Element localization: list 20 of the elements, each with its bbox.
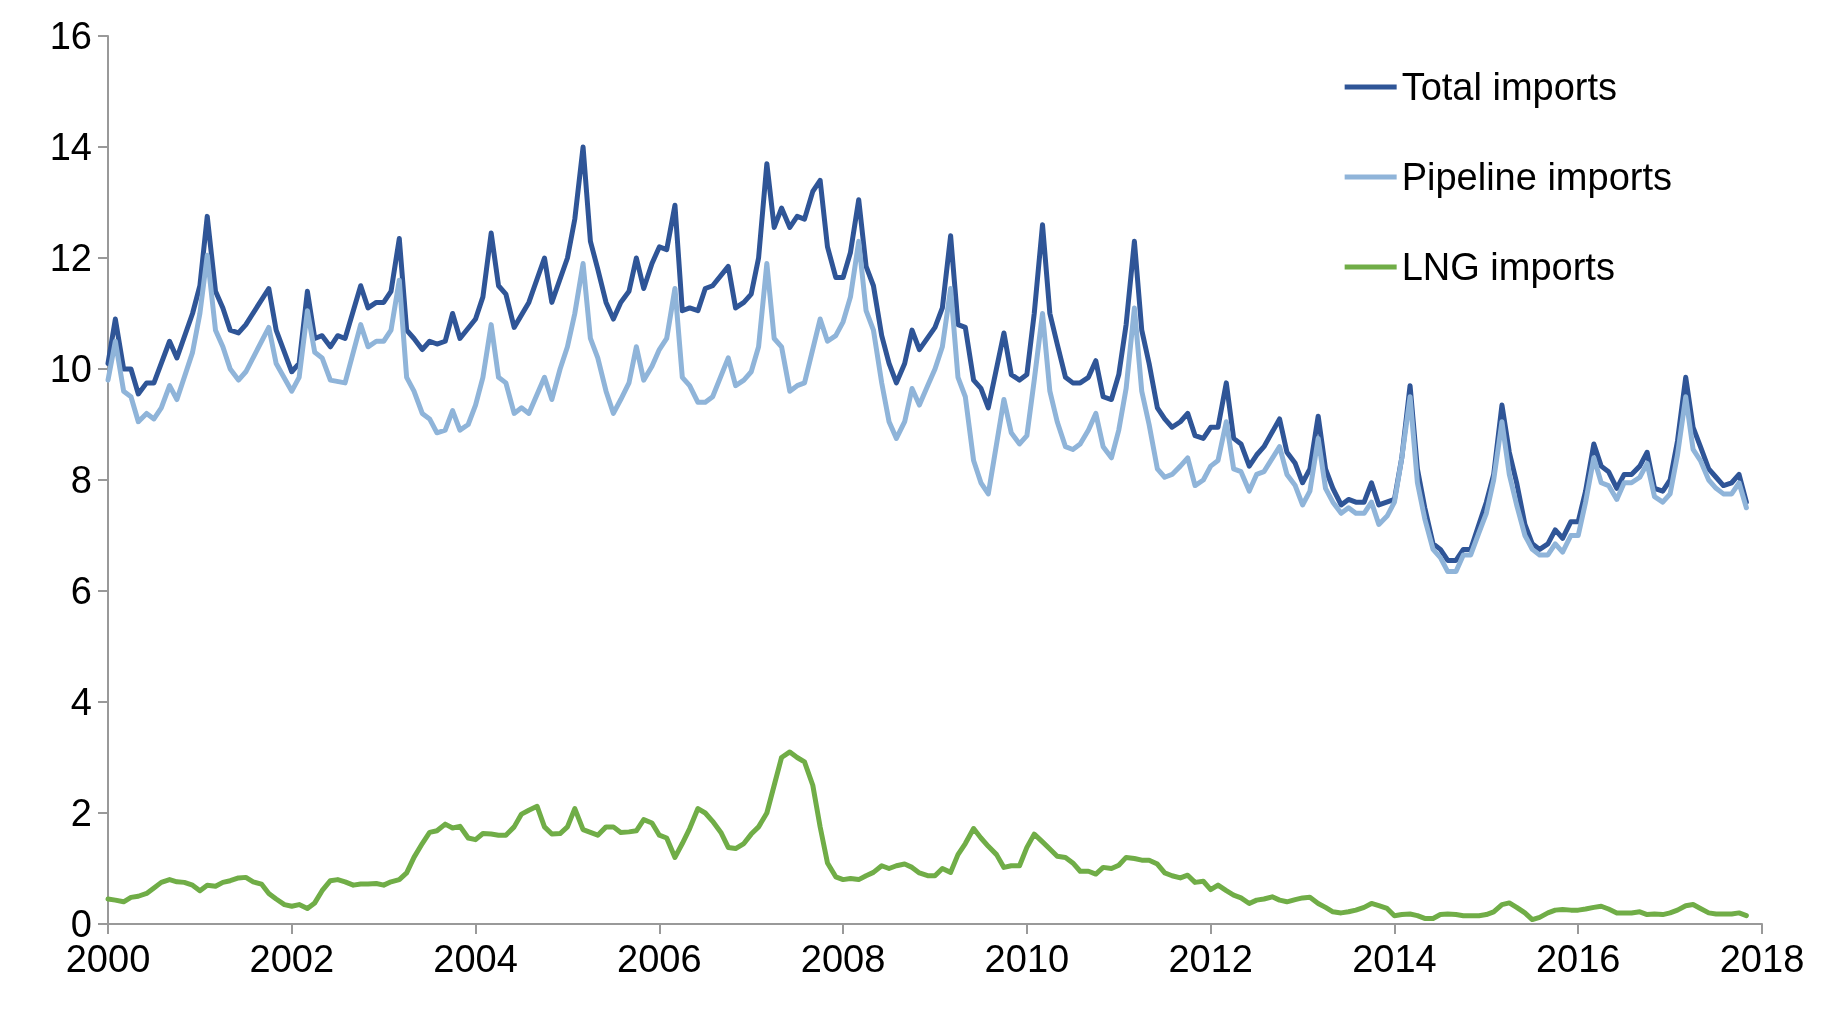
- y-tick-label: 14: [49, 126, 92, 168]
- y-tick-label: 2: [70, 792, 92, 834]
- x-tick-label: 2012: [1168, 938, 1253, 980]
- y-tick-label: 16: [49, 15, 92, 57]
- x-tick-label: 2010: [984, 938, 1070, 980]
- y-tick-label: 10: [49, 348, 92, 390]
- x-tick-label: 2004: [433, 938, 518, 980]
- x-tick-label: 2014: [1352, 938, 1437, 980]
- x-tick-label: 2016: [1535, 938, 1621, 980]
- x-tick-label: 2018: [1719, 938, 1805, 980]
- y-tick-label: 12: [49, 237, 92, 279]
- legend-label: Pipeline imports: [1401, 156, 1672, 198]
- legend-label: LNG imports: [1401, 246, 1615, 288]
- y-tick-label: 4: [70, 681, 92, 723]
- x-tick-label: 2002: [249, 938, 335, 980]
- x-tick-label: 2008: [800, 938, 886, 980]
- x-tick-label: 2006: [617, 938, 702, 980]
- y-tick-label: 6: [70, 570, 92, 612]
- legend-label: Total imports: [1401, 66, 1618, 108]
- y-tick-label: 8: [70, 459, 92, 501]
